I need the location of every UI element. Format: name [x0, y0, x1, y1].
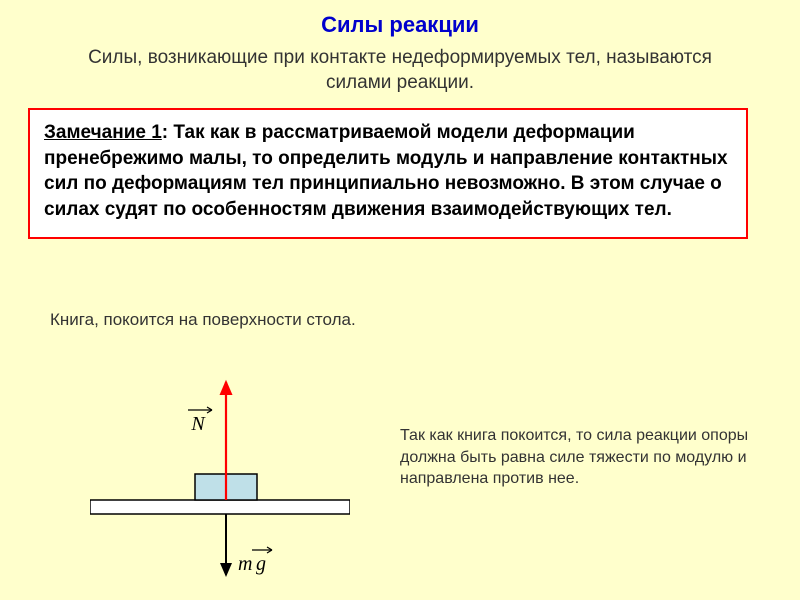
book-caption: Книга, покоится на поверхности стола.	[50, 310, 356, 330]
force-diagram: Nmg	[90, 370, 350, 580]
note-label: Замечание 1	[44, 122, 162, 143]
page-title: Силы реакции	[0, 0, 800, 38]
svg-text:g: g	[256, 553, 266, 575]
svg-text:N: N	[190, 413, 206, 435]
page-subtitle: Силы, возникающие при контакте недеформи…	[80, 46, 720, 95]
explanation-text: Так как книга покоится, то сила реакции …	[400, 425, 770, 490]
svg-text:m: m	[238, 553, 252, 575]
note-box: Замечание 1: Так как в рассматриваемой м…	[28, 108, 748, 239]
